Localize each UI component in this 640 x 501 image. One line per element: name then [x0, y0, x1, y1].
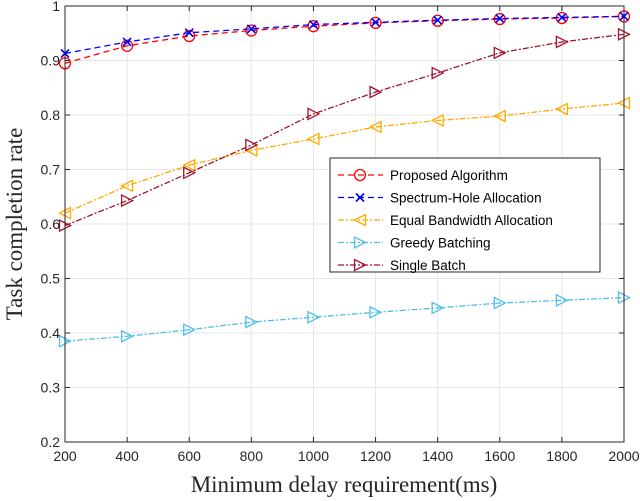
data-point-single-batch — [431, 66, 445, 80]
data-point-spectrum-hole-allocation — [122, 37, 132, 47]
legend-label-single-batch: Single Batch — [390, 258, 466, 273]
legend: Proposed Algorithm Spectrum-Hole Allocati… — [329, 157, 601, 273]
plot-frame — [64, 5, 625, 443]
y-tick-label: 0.4 — [41, 325, 61, 341]
data-point-single-batch — [555, 35, 569, 49]
tick-labels: 200 400 600 800 1000 1200 1400 1600 1800 2000 0.2 0… — [41, 0, 640, 464]
x-axis-label: Minimum delay requirement(ms) — [191, 472, 498, 497]
data-point-spectrum-hole-allocation — [495, 13, 505, 24]
data-point-greedy-batching — [245, 315, 259, 329]
data-point-single-batch — [369, 85, 383, 99]
data-point-greedy-batching — [120, 329, 135, 343]
data-point-greedy-batching — [431, 301, 445, 315]
data-point-greedy-batching — [307, 310, 321, 324]
y-tick-label: 0.2 — [41, 434, 61, 450]
data-point-greedy-batching — [369, 305, 383, 319]
series-line-greedy-batching — [64, 296, 625, 342]
x-tick-label: 800 — [240, 448, 264, 464]
x-tick-label: 1200 — [360, 448, 391, 464]
data-point-greedy-batching — [555, 293, 569, 307]
legend-box — [329, 157, 601, 273]
data-point-spectrum-hole-allocation — [308, 19, 319, 30]
data-point-proposed-algorithm — [183, 29, 196, 43]
x-tick-label: 1800 — [546, 448, 577, 464]
legend-marker-equal-bandwidth-allocation — [353, 213, 367, 227]
data-point-spectrum-hole-allocation — [246, 24, 256, 34]
data-point-equal-bandwidth-allocation — [554, 102, 569, 116]
data-point-proposed-algorithm — [120, 39, 134, 52]
legend-label-spectrum-hole-allocation: Spectrum-Hole Allocation — [390, 191, 542, 206]
x-tick-label: 1000 — [298, 448, 329, 464]
data-point-spectrum-hole-allocation — [370, 17, 381, 27]
y-tick-label: 0.3 — [41, 380, 61, 396]
data-point-equal-bandwidth-allocation — [306, 132, 320, 146]
legend-label-greedy-batching: Greedy Batching — [390, 236, 491, 251]
data-point-equal-bandwidth-allocation — [492, 109, 506, 123]
data-point-single-batch — [183, 166, 197, 180]
x-tick-label: 200 — [53, 448, 77, 464]
y-tick-label: 0.6 — [41, 216, 61, 232]
data-point-greedy-batching — [183, 323, 197, 337]
y-axis-label: Task completion rate — [2, 128, 27, 321]
y-tick-label: 0.8 — [41, 107, 61, 123]
data-point-proposed-algorithm — [369, 16, 382, 30]
series-line-spectrum-hole-allocation — [64, 15, 625, 55]
data-point-spectrum-hole-allocation — [184, 28, 194, 38]
x-tick-label: 1400 — [422, 448, 453, 464]
y-tick-label: 0.5 — [41, 271, 61, 287]
data-point-single-batch — [307, 107, 321, 121]
y-tick-label: 1 — [52, 0, 60, 14]
x-tick-label: 400 — [115, 448, 139, 464]
data-point-equal-bandwidth-allocation — [368, 120, 382, 134]
x-tick-label: 600 — [178, 448, 202, 464]
legend-marker-spectrum-hole-allocation — [355, 192, 365, 203]
series-line-proposed-algorithm — [64, 15, 625, 64]
data-point-greedy-batching — [493, 296, 507, 310]
x-tick-label: 2000 — [608, 448, 639, 464]
data-point-spectrum-hole-allocation — [557, 12, 567, 23]
series-line-single-batch — [64, 33, 625, 227]
data-point-proposed-algorithm — [245, 24, 258, 37]
data-point-spectrum-hole-allocation — [433, 15, 443, 25]
data-point-single-batch — [493, 46, 507, 60]
legend-label-proposed-algorithm: Proposed Algorithm — [390, 168, 508, 183]
data-point-equal-bandwidth-allocation — [182, 158, 196, 172]
data-point-equal-bandwidth-allocation — [120, 179, 134, 193]
legend-marker-proposed-algorithm — [353, 168, 367, 182]
data-point-proposed-algorithm — [307, 20, 320, 33]
data-point-equal-bandwidth-allocation — [430, 113, 444, 128]
data-point-single-batch — [245, 138, 259, 152]
legend-marker-single-batch — [353, 258, 367, 272]
y-tick-label: 0.9 — [41, 53, 61, 69]
legend-label-equal-bandwidth-allocation: Equal Bandwidth Allocation — [390, 213, 553, 228]
y-tick-label: 0.7 — [41, 162, 61, 178]
x-tick-label: 1600 — [484, 448, 515, 464]
data-point-single-batch — [120, 194, 135, 208]
data-point-proposed-algorithm — [431, 14, 444, 27]
series-line-equal-bandwidth-allocation — [64, 102, 625, 214]
legend-marker-greedy-batching — [353, 235, 367, 250]
